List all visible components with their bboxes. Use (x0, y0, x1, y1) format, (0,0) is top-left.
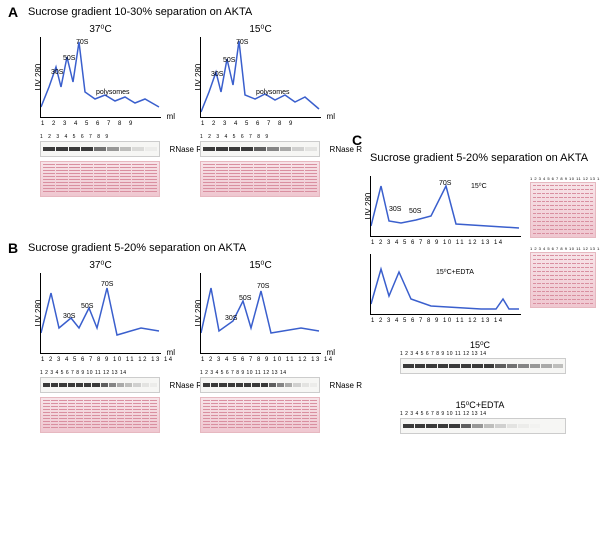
lane-numbers: 1 2 3 4 5 6 7 8 9 10 11 12 13 14 (400, 351, 560, 357)
lane-numbers: 1 2 3 4 5 6 7 8 9 10 11 12 13 14 (530, 246, 590, 251)
blot-group: 1 2 3 4 5 6 7 8 9 RNase R (40, 134, 160, 197)
lane-numbers: 1 2 3 4 5 6 7 8 9 10 11 12 13 14 (40, 370, 160, 376)
western-blot (400, 418, 566, 434)
ponceau-stain (200, 161, 320, 197)
peak-30s: 30S (389, 206, 401, 213)
ponceau-stain (530, 252, 596, 308)
panel-a-letter: A (8, 4, 18, 20)
western-label: 15⁰C+EDTA (400, 400, 560, 411)
temp-label: 37⁰C (40, 24, 161, 35)
peak-30s: 30S (225, 315, 237, 322)
panel-c-letter: C (352, 132, 362, 148)
temp-label-inline: 15⁰C (471, 182, 487, 190)
panel-c-top-chart: UV 280 30S 50S 70S 15⁰C 1 2 3 4 5 6 7 8 … (370, 176, 521, 237)
chart-a-right: UV 280 30S 50S 70S polysomes 1 2 3 4 5 6… (200, 37, 321, 118)
peak-50s: 50S (409, 208, 421, 215)
temp-label: 15⁰C (200, 24, 321, 35)
western-blot (40, 377, 160, 393)
ponceau-stain (40, 161, 160, 197)
peak-polysomes: polysomes (96, 89, 129, 96)
panel-c-ponceau-top: 1 2 3 4 5 6 7 8 9 10 11 12 13 14 (530, 176, 596, 238)
temp-label: 37⁰C (40, 260, 161, 271)
western-blot (400, 358, 566, 374)
western-blot (40, 141, 160, 157)
peak-70s: 70S (101, 281, 113, 288)
western-blot (200, 377, 320, 393)
x-axis-label: ml (327, 348, 335, 357)
lane-numbers: 1 2 3 4 5 6 7 8 9 10 11 12 13 14 (530, 176, 590, 181)
panel-c-bottom-chart: 15⁰C+EDTA 1 2 3 4 5 6 7 8 9 10 11 12 13 … (370, 254, 521, 315)
panel-c-western-bottom: 15⁰C+EDTA 1 2 3 4 5 6 7 8 9 10 11 12 13 … (400, 400, 560, 434)
panel-a-right: 15⁰C UV 280 30S 50S 70S polysomes 1 2 3 … (200, 24, 321, 197)
peak-30s: 30S (211, 71, 223, 78)
panel-c-ponceau-bottom: 1 2 3 4 5 6 7 8 9 10 11 12 13 14 (530, 246, 596, 308)
peak-70s: 70S (76, 39, 88, 46)
x-ticks: 1 2 3 4 5 6 7 8 9 10 11 12 13 14 (41, 357, 174, 363)
lane-numbers: 1 2 3 4 5 6 7 8 9 (200, 134, 320, 140)
x-ticks: 1 2 3 4 5 6 7 8 9 10 11 12 13 14 (201, 357, 334, 363)
peak-30s: 30S (51, 69, 63, 76)
temp-label-inline: 15⁰C+EDTA (436, 268, 474, 276)
peak-50s: 50S (239, 295, 251, 302)
x-ticks: 1 2 3 4 5 6 7 8 9 10 11 12 13 14 (371, 318, 504, 324)
panel-b-title: Sucrose gradient 5-20% separation on AKT… (28, 242, 246, 254)
trace-svg (41, 37, 161, 117)
blot-group: 1 2 3 4 5 6 7 8 9 10 11 12 13 14 RNase R (40, 370, 160, 433)
ponceau-stain (530, 182, 596, 238)
peak-50s: 50S (223, 57, 235, 64)
panel-a-title: Sucrose gradient 10-30% separation on AK… (28, 6, 252, 18)
panel-b-left: 37⁰C UV 280 30S 50S 70S 1 2 3 4 5 6 7 8 … (40, 260, 161, 433)
chart-c-bottom: 15⁰C+EDTA 1 2 3 4 5 6 7 8 9 10 11 12 13 … (370, 254, 521, 315)
peak-50s: 50S (81, 303, 93, 310)
lane-numbers: 1 2 3 4 5 6 7 8 9 10 11 12 13 14 (200, 370, 320, 376)
x-ticks: 1 2 3 4 5 6 7 8 9 (201, 121, 295, 127)
lane-numbers: 1 2 3 4 5 6 7 8 9 10 11 12 13 14 (400, 411, 560, 417)
ponceau-stain (40, 397, 160, 433)
panel-c-title: Sucrose gradient 5-20% separation on AKT… (370, 152, 588, 164)
x-axis-label: ml (167, 348, 175, 357)
panel-a-left: 37⁰C UV 280 30S 50S 70S polysomes 1 2 3 … (40, 24, 161, 197)
western-label: 15⁰C (400, 340, 560, 351)
lane-numbers: 1 2 3 4 5 6 7 8 9 (40, 134, 160, 140)
panel-b-letter: B (8, 240, 18, 256)
peak-70s: 70S (257, 283, 269, 290)
peak-70s: 70S (439, 180, 451, 187)
x-ticks: 1 2 3 4 5 6 7 8 9 10 11 12 13 14 (371, 240, 504, 246)
trace-svg (371, 254, 521, 314)
blot-group: 1 2 3 4 5 6 7 8 9 10 11 12 13 14 RNase R (200, 370, 320, 433)
ponceau-stain (200, 397, 320, 433)
peak-30s: 30S (63, 313, 75, 320)
x-ticks: 1 2 3 4 5 6 7 8 9 (41, 121, 135, 127)
blot-label: RNase R (330, 381, 362, 390)
chart-c-top: UV 280 30S 50S 70S 15⁰C 1 2 3 4 5 6 7 8 … (370, 176, 521, 237)
blot-label: RNase R (170, 145, 202, 154)
peak-70s: 70S (236, 39, 248, 46)
temp-label: 15⁰C (200, 260, 321, 271)
panel-b-right: 15⁰C UV 280 30S 50S 70S 1 2 3 4 5 6 7 8 … (200, 260, 321, 433)
peak-50s: 50S (63, 55, 75, 62)
blot-group: 1 2 3 4 5 6 7 8 9 RNase R (200, 134, 320, 197)
x-axis-label: ml (167, 112, 175, 121)
panel-c-western-top: 15⁰C 1 2 3 4 5 6 7 8 9 10 11 12 13 14 (400, 340, 560, 374)
chart-b-left: UV 280 30S 50S 70S 1 2 3 4 5 6 7 8 9 10 … (40, 273, 161, 354)
western-blot (200, 141, 320, 157)
peak-polysomes: polysomes (256, 89, 289, 96)
x-axis-label: ml (327, 112, 335, 121)
blot-label: RNase R (170, 381, 202, 390)
chart-a-left: UV 280 30S 50S 70S polysomes 1 2 3 4 5 6… (40, 37, 161, 118)
chart-b-right: UV 280 30S 50S 70S 1 2 3 4 5 6 7 8 9 10 … (200, 273, 321, 354)
